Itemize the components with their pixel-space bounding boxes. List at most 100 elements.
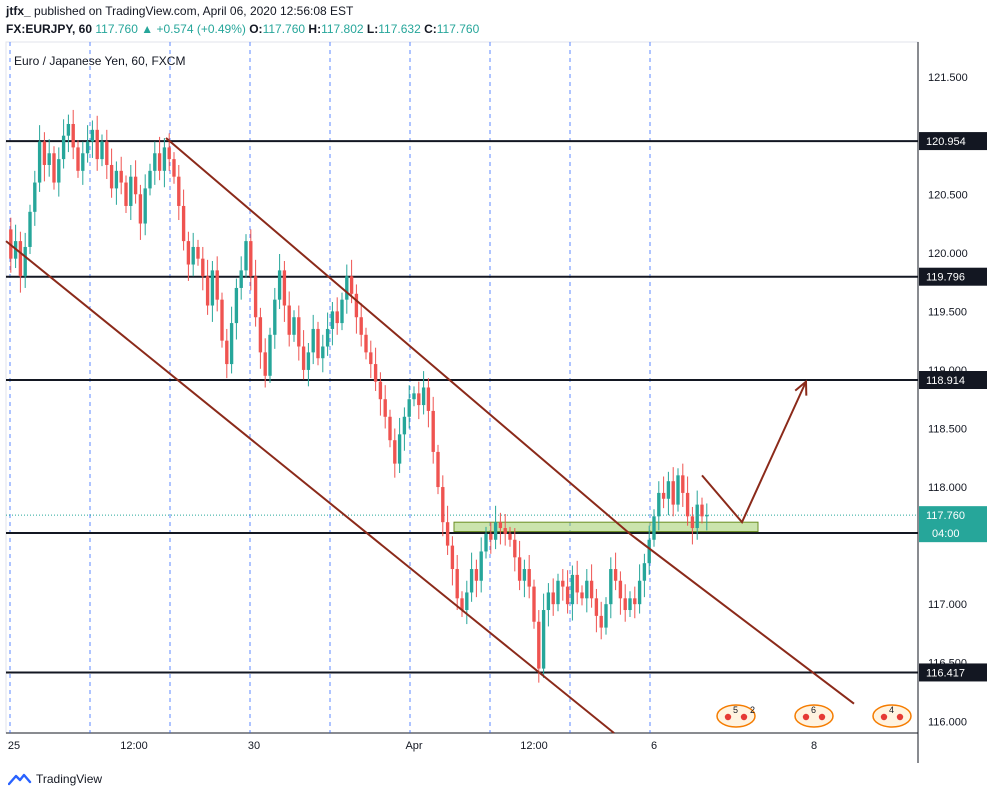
pattern-marker-icon[interactable] — [716, 704, 756, 728]
last-price: 117.760 — [95, 22, 138, 36]
candle-down — [18, 241, 23, 277]
x-tick-label: 25 — [8, 740, 20, 752]
candle-up — [153, 153, 157, 171]
candle-up — [277, 270, 282, 300]
bar-countdown: 04:00 — [932, 528, 960, 540]
candle-down — [690, 516, 695, 529]
candle-down — [249, 241, 253, 277]
candle-up — [114, 170, 119, 189]
candle-down — [335, 311, 339, 324]
pattern-dot-icon — [740, 713, 748, 721]
candle-down — [124, 182, 128, 206]
candle-up — [244, 241, 248, 271]
candle-up — [148, 170, 152, 189]
candle-down — [378, 381, 383, 400]
candle-up — [407, 399, 411, 417]
candle-down — [580, 592, 584, 599]
candle-up — [637, 580, 642, 605]
candle-down — [417, 393, 421, 406]
candle-down — [527, 569, 531, 587]
candle-down — [513, 539, 517, 558]
candle-up — [412, 393, 416, 400]
level-badge-label: 120.954 — [926, 136, 966, 148]
candle-up — [23, 246, 27, 277]
pattern-dot-icon — [818, 713, 826, 721]
change-up-icon: ▲ — [141, 22, 154, 36]
candle-down — [215, 270, 219, 300]
candle-down — [369, 352, 373, 365]
candle-down — [532, 586, 536, 622]
price-change: +0.574 (+0.49%) — [156, 22, 246, 36]
symbol-label[interactable]: FX:EURJPY, 60 — [6, 22, 93, 36]
y-tick-label: 116.000 — [928, 716, 967, 728]
candle-down — [551, 592, 555, 605]
upper-channel-line[interactable] — [165, 137, 855, 705]
candle-down — [489, 533, 493, 540]
candle-down — [565, 586, 570, 605]
level-badge-label: 119.796 — [926, 272, 965, 284]
pattern-marker-icon[interactable] — [794, 704, 834, 728]
candle-up — [469, 569, 474, 593]
candle-down — [364, 334, 368, 353]
candle-up — [546, 592, 551, 611]
pattern-marker-label: 5 — [733, 705, 738, 715]
candle-down — [441, 487, 445, 523]
candle-down — [316, 328, 320, 359]
candle-down — [613, 569, 618, 581]
candle-down — [561, 580, 565, 587]
candle-up — [57, 159, 61, 183]
projection-arrow[interactable] — [701, 381, 807, 525]
candle-down — [349, 276, 354, 294]
plot-area[interactable] — [5, 41, 919, 734]
candle-down — [426, 387, 431, 411]
candle-up — [479, 551, 483, 581]
candle-up — [81, 153, 85, 171]
y-tick-label: 121.500 — [928, 72, 968, 84]
candle-up — [705, 515, 709, 517]
candle-down — [594, 598, 599, 616]
candle-down — [455, 569, 459, 599]
candle-down — [517, 557, 522, 581]
candle-up — [541, 610, 546, 669]
candle-down — [383, 399, 387, 417]
chart-header: jtfx_ published on TradingView.com, Apri… — [0, 0, 987, 42]
candle-down — [225, 340, 229, 365]
arrow-head-icon — [794, 379, 808, 396]
candle-up — [484, 533, 488, 552]
candle-down — [450, 545, 455, 570]
candle-up — [129, 176, 133, 206]
candle-down — [167, 147, 171, 160]
close-value: 117.760 — [436, 22, 480, 36]
high-value: 117.802 — [321, 22, 364, 36]
author-name[interactable]: jtfx_ — [6, 4, 31, 18]
candle-down — [181, 205, 186, 242]
candle-up — [61, 135, 66, 160]
candle-up — [100, 141, 104, 160]
support-zone[interactable] — [453, 521, 759, 533]
candle-up — [604, 604, 608, 628]
chart-title: Euro / Japanese Yen, 60, FXCM — [14, 54, 185, 68]
footer: TradingView — [0, 766, 987, 798]
candle-down — [201, 258, 205, 277]
tradingview-logo[interactable]: TradingView — [8, 772, 102, 786]
candle-up — [570, 574, 575, 605]
candle-down — [109, 164, 114, 189]
lower-channel-line[interactable] — [5, 240, 615, 734]
candle-up — [292, 317, 296, 335]
low-label: L: — [366, 22, 379, 36]
candle-down — [393, 440, 397, 464]
candle-up — [585, 580, 589, 599]
candle-up — [676, 475, 680, 505]
pattern-dot-icon — [896, 713, 904, 721]
candle-up — [239, 270, 243, 288]
pattern-marker-icon[interactable] — [872, 704, 912, 728]
high-label: H: — [308, 22, 322, 36]
candle-down — [661, 492, 666, 499]
candle-down — [498, 522, 503, 529]
candle-up — [522, 569, 527, 581]
candle-up — [191, 246, 195, 265]
candle-down — [263, 352, 267, 376]
candle-down — [282, 270, 287, 306]
